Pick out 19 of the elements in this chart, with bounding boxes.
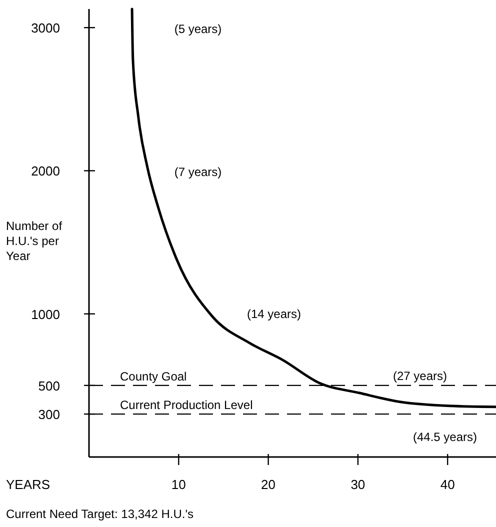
annotation: (7 years) bbox=[174, 165, 222, 179]
x-tick-label: 20 bbox=[261, 477, 276, 492]
x-tick-label: 40 bbox=[440, 477, 455, 492]
x-axis-title: YEARS bbox=[6, 477, 50, 492]
y-tick-label: 300 bbox=[38, 407, 60, 422]
y-tick-label: 2000 bbox=[31, 164, 60, 179]
annotation: (5 years) bbox=[174, 22, 222, 36]
y-tick-label: 1000 bbox=[31, 306, 60, 322]
text: Current Need Target: 13,342 H.U.'s bbox=[6, 507, 194, 521]
x-tick-label: 30 bbox=[350, 477, 366, 492]
annotation: (27 years) bbox=[392, 369, 448, 383]
ref-line-label: Current Production Level bbox=[120, 398, 253, 412]
annotation: (14 years) bbox=[246, 307, 302, 321]
y-tick-label: 500 bbox=[38, 378, 60, 394]
annotation: (44.5 years) bbox=[412, 430, 478, 444]
x-tick-label: 10 bbox=[171, 477, 186, 492]
y-tick-label: 3000 bbox=[31, 20, 60, 36]
y-axis-title: Number of H.U.'s per Year bbox=[6, 219, 63, 263]
ref-line-label: County Goal bbox=[120, 369, 187, 384]
